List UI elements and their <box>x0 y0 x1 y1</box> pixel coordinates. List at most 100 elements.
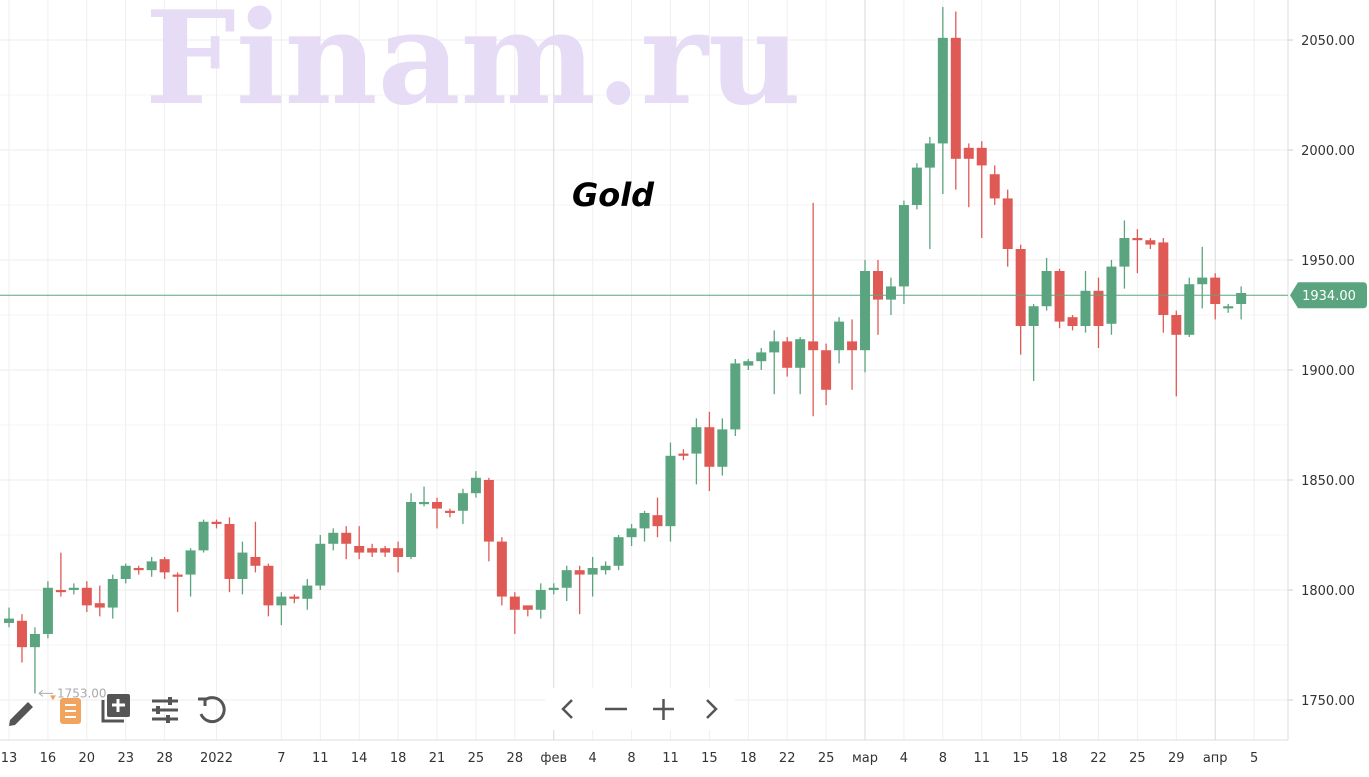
candle-body <box>600 565 611 571</box>
candle-body <box>185 550 196 575</box>
x-tick-label: 16 <box>40 751 57 766</box>
candle-body <box>406 501 417 557</box>
candle-body <box>704 427 715 467</box>
x-tick-label: 8 <box>627 751 635 766</box>
candle-body <box>808 341 819 351</box>
x-tick-label: 15 <box>1012 751 1029 766</box>
candle-body <box>821 350 832 390</box>
x-tick-label: 15 <box>701 751 718 766</box>
candle-body <box>120 565 131 579</box>
candle-body <box>691 427 702 454</box>
x-tick-label: 14 <box>351 751 368 766</box>
candle-body <box>328 532 339 544</box>
candle-body <box>613 537 624 566</box>
candle-body <box>911 167 922 206</box>
candle-body <box>782 341 793 368</box>
scroll-left[interactable] <box>561 699 573 719</box>
y-tick-label: 1900.00 <box>1301 364 1355 379</box>
candle-body <box>419 501 430 505</box>
candle-body <box>535 589 546 610</box>
candle-body <box>976 147 987 166</box>
x-tick-label: мар <box>852 751 878 766</box>
candle-body <box>574 570 585 575</box>
x-tick-label: 18 <box>1051 751 1068 766</box>
x-tick-label: 13 <box>1 751 18 766</box>
candle-body <box>509 596 520 610</box>
candle-body <box>107 578 118 608</box>
watermark: Finam.ru <box>145 0 801 134</box>
x-tick-label: 28 <box>156 751 173 766</box>
candle-body <box>483 479 494 542</box>
candle-body <box>561 570 572 588</box>
candle-body <box>522 605 533 610</box>
candle-body <box>159 559 170 573</box>
indicators-tool[interactable] <box>60 698 81 724</box>
draw-tool[interactable] <box>9 702 33 726</box>
x-tick-label: 18 <box>740 751 757 766</box>
x-tick-label: 22 <box>779 751 796 766</box>
y-tick-label: 1850.00 <box>1301 474 1355 489</box>
candle-body <box>834 321 845 351</box>
candle-body <box>872 271 883 300</box>
candle-body <box>756 352 767 362</box>
zoom-in[interactable] <box>653 699 674 720</box>
candle-body <box>302 585 313 599</box>
x-tick-label: 11 <box>662 751 679 766</box>
candle-body <box>470 477 481 494</box>
x-tick-label: 4 <box>589 751 597 766</box>
candle-body <box>237 552 248 579</box>
candle-body <box>29 633 40 648</box>
candle-body <box>4 618 14 623</box>
overlay: 1750.00 1800.00 1850.00 1900.00 1950.00 2000.… <box>0 34 1367 766</box>
candle-body <box>950 37 961 159</box>
candle-body <box>1158 242 1169 316</box>
x-tick-label: 11 <box>312 751 329 766</box>
add-tool[interactable] <box>101 694 130 723</box>
x-tick-label: 5 <box>1250 751 1258 766</box>
candle-body <box>587 567 598 575</box>
x-tick-label: 20 <box>79 751 96 766</box>
x-tick-label: 7 <box>277 751 285 766</box>
candle-body <box>937 37 948 144</box>
reset-tool[interactable] <box>198 696 226 724</box>
chart-title: Gold <box>572 176 655 214</box>
candle-body <box>1132 238 1143 241</box>
y-tick-label: 1950.00 <box>1301 254 1355 269</box>
candle-body <box>898 205 909 287</box>
candle-body <box>1002 198 1013 250</box>
candle-body <box>380 548 391 553</box>
scroll-right[interactable] <box>706 699 718 719</box>
candle-body <box>393 548 404 557</box>
x-tick-label: 8 <box>939 751 947 766</box>
candle-body <box>432 501 443 509</box>
candle-body <box>354 545 365 553</box>
last-price-tag <box>1290 282 1367 309</box>
candle-body <box>42 587 53 634</box>
x-tick-label: 18 <box>390 751 407 766</box>
x-tick-label: 25 <box>1129 751 1146 766</box>
candle-body <box>639 512 650 529</box>
y-tick-label: 2050.00 <box>1301 34 1355 49</box>
candle-body <box>263 565 274 606</box>
candle-body <box>276 596 287 606</box>
candles <box>4 7 1247 694</box>
y-tick-label: 2000.00 <box>1301 144 1355 159</box>
candle-body <box>315 543 326 586</box>
candle-body <box>665 455 676 527</box>
candle-body <box>1028 306 1039 327</box>
candle-body <box>717 429 728 467</box>
x-tick-label: апр <box>1203 751 1228 766</box>
candle-body <box>81 587 92 606</box>
candle-body <box>211 521 222 524</box>
candle-body <box>795 339 806 368</box>
candle-body <box>146 561 157 571</box>
candle-body <box>769 341 780 353</box>
candle-body <box>1197 277 1208 285</box>
last-price-label: 1934.00 <box>1302 289 1356 304</box>
settings-tool[interactable] <box>152 697 178 723</box>
candle-body <box>172 574 183 577</box>
candle-body <box>678 453 689 456</box>
